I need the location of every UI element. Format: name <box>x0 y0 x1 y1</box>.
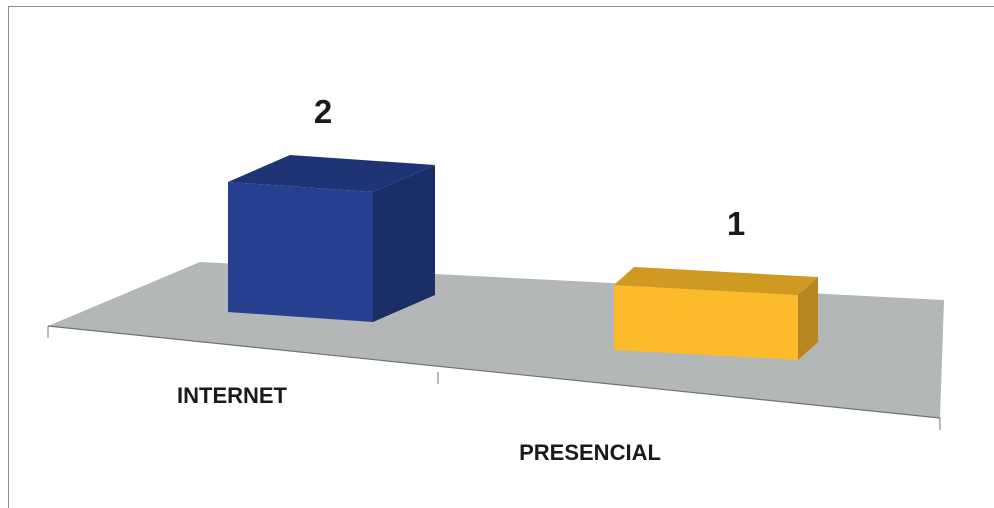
category-label-internet: INTERNET <box>177 383 288 408</box>
bar-internet-side <box>373 165 435 322</box>
bar-presencial <box>614 267 818 360</box>
bar-presencial-front <box>614 285 798 360</box>
labels-group: 2 INTERNET 1 PRESENCIAL <box>177 93 745 465</box>
bar-presencial-top <box>614 267 818 295</box>
bars-group <box>228 155 818 360</box>
value-label-presencial: 1 <box>727 205 745 242</box>
bar-presencial-side <box>798 277 818 360</box>
bar-internet-front <box>228 182 373 322</box>
value-label-internet: 2 <box>314 93 332 130</box>
bar-internet-top <box>228 155 435 192</box>
category-label-presencial: PRESENCIAL <box>519 440 661 465</box>
bar-internet <box>228 155 435 322</box>
floor-edge-front <box>47 325 941 419</box>
